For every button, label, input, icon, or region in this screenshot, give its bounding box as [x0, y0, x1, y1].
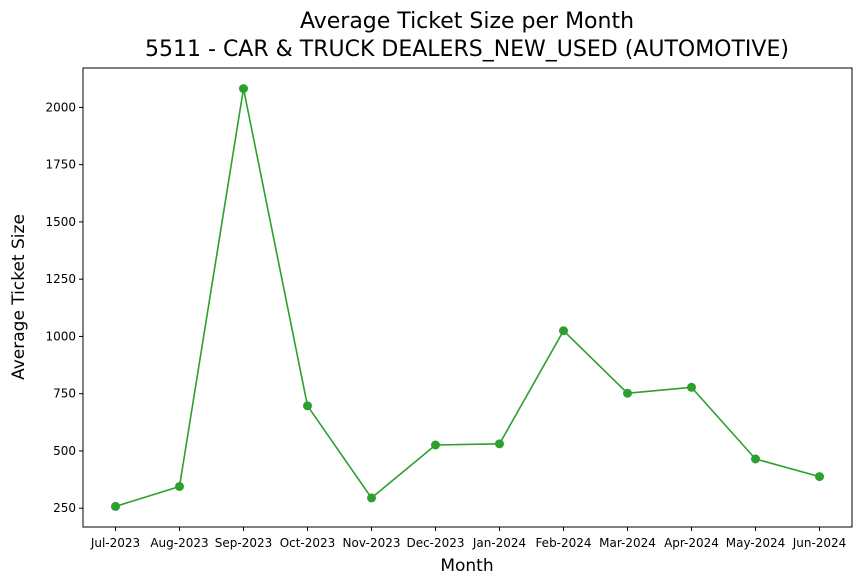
- data-point: [495, 439, 504, 449]
- x-tick-label: Sep-2023: [215, 536, 273, 550]
- chart-subtitle: 5511 - CAR & TRUCK DEALERS_NEW_USED (AUT…: [145, 37, 789, 62]
- y-axis-label: Average Ticket Size: [9, 214, 29, 380]
- x-tick-label: May-2024: [726, 536, 785, 550]
- y-tick-label: 500: [53, 444, 76, 458]
- chart-title: Average Ticket Size per Month: [300, 9, 634, 34]
- series-line: [115, 88, 820, 508]
- y-tick-label: 1750: [45, 158, 76, 172]
- x-tick-label: Feb-2024: [535, 536, 591, 550]
- y-tick-label: 1500: [45, 215, 76, 229]
- y-tick-label: 1250: [45, 272, 76, 286]
- data-point: [111, 501, 120, 511]
- y-tick-label: 2000: [45, 100, 76, 114]
- x-tick-label: Jul-2023: [90, 536, 140, 550]
- data-point: [687, 382, 696, 392]
- x-tick-label: Oct-2023: [280, 536, 336, 550]
- y-tick-label: 1000: [45, 329, 76, 343]
- data-point: [367, 493, 376, 503]
- x-tick-label: Mar-2024: [599, 536, 656, 550]
- plot-frame: [82, 67, 853, 528]
- data-point: [559, 326, 568, 336]
- y-tick-label: 250: [53, 501, 76, 515]
- x-tick-label: Dec-2023: [406, 536, 464, 550]
- data-point: [239, 84, 248, 94]
- x-tick-label: Jan-2024: [472, 536, 526, 550]
- data-point: [175, 481, 184, 491]
- data-point: [815, 472, 824, 482]
- x-tick-label: Apr-2024: [664, 536, 719, 550]
- x-tick-label: Nov-2023: [343, 536, 401, 550]
- data-point: [431, 440, 440, 450]
- data-point: [751, 454, 760, 464]
- x-tick-label: Aug-2023: [150, 536, 208, 550]
- data-point: [623, 388, 632, 398]
- data-point: [303, 401, 312, 411]
- plot-area: 250 500 750 1000 1250 1500 1750 2000 Jul-2023 Aug…: [45, 67, 853, 550]
- y-tick-label: 750: [53, 387, 76, 401]
- x-axis-label: Month: [440, 556, 493, 576]
- x-tick-label: Jun-2024: [792, 536, 847, 550]
